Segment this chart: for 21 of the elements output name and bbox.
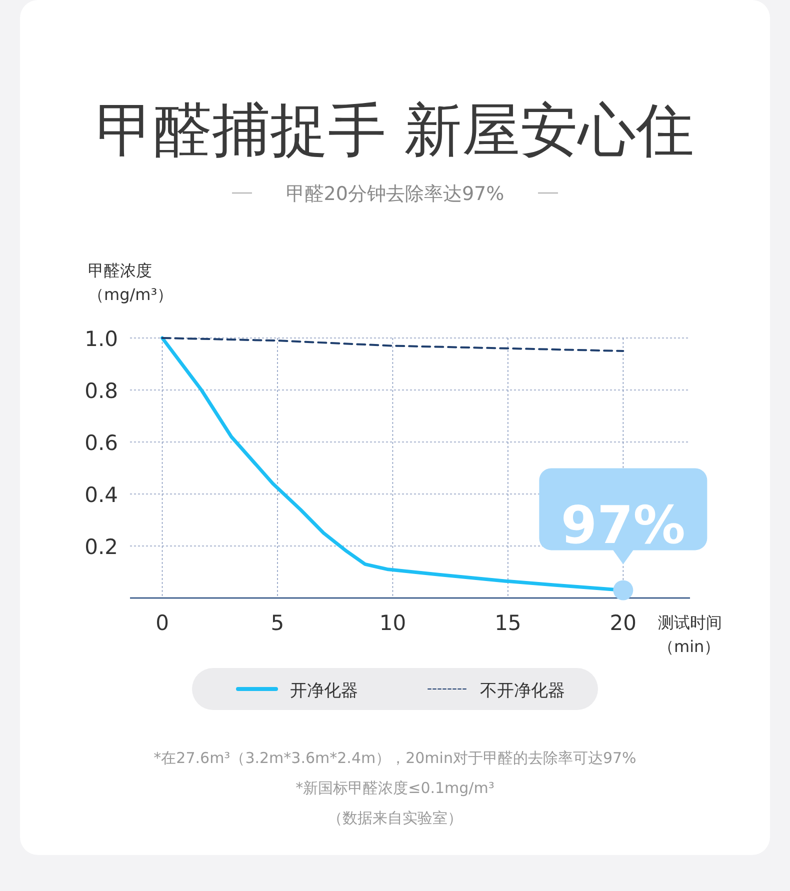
x-tick-label: 20 bbox=[610, 611, 637, 635]
y-tick-label: 1.0 bbox=[84, 327, 118, 351]
legend-label: 不开净化器 bbox=[480, 681, 565, 701]
x-tick-label: 10 bbox=[379, 611, 406, 635]
x-tick-label: 5 bbox=[270, 611, 284, 635]
y-tick-label: 0.4 bbox=[84, 483, 118, 507]
chart-title: 甲醛捕捉手 新屋安心住 bbox=[96, 96, 694, 164]
text: *新国标甲醛浓度≤0.1mg/m³ bbox=[296, 779, 494, 797]
x-tick-label: 15 bbox=[494, 611, 522, 635]
text: *在27.6m³（3.2m*3.6m*2.4m），20min对于甲醛的去除率可达97% bbox=[154, 749, 636, 767]
text: （数据来自实验室） bbox=[328, 809, 462, 827]
y-tick-label: 0.2 bbox=[84, 535, 118, 559]
x-tick-label: 0 bbox=[156, 611, 169, 635]
chart-subtitle: 甲醛20分钟去除率达97% bbox=[286, 183, 504, 205]
y-tick-label: 0.6 bbox=[84, 431, 118, 455]
y-tick-label: 0.8 bbox=[84, 379, 118, 403]
legend-label: 开净化器 bbox=[290, 681, 358, 701]
x-axis-title: 测试时间（min） bbox=[658, 613, 722, 656]
y-axis-title: 甲醛浓度（mg/m³） bbox=[88, 261, 174, 304]
annotation: 97% bbox=[560, 496, 686, 556]
line-series bbox=[161, 337, 624, 352]
